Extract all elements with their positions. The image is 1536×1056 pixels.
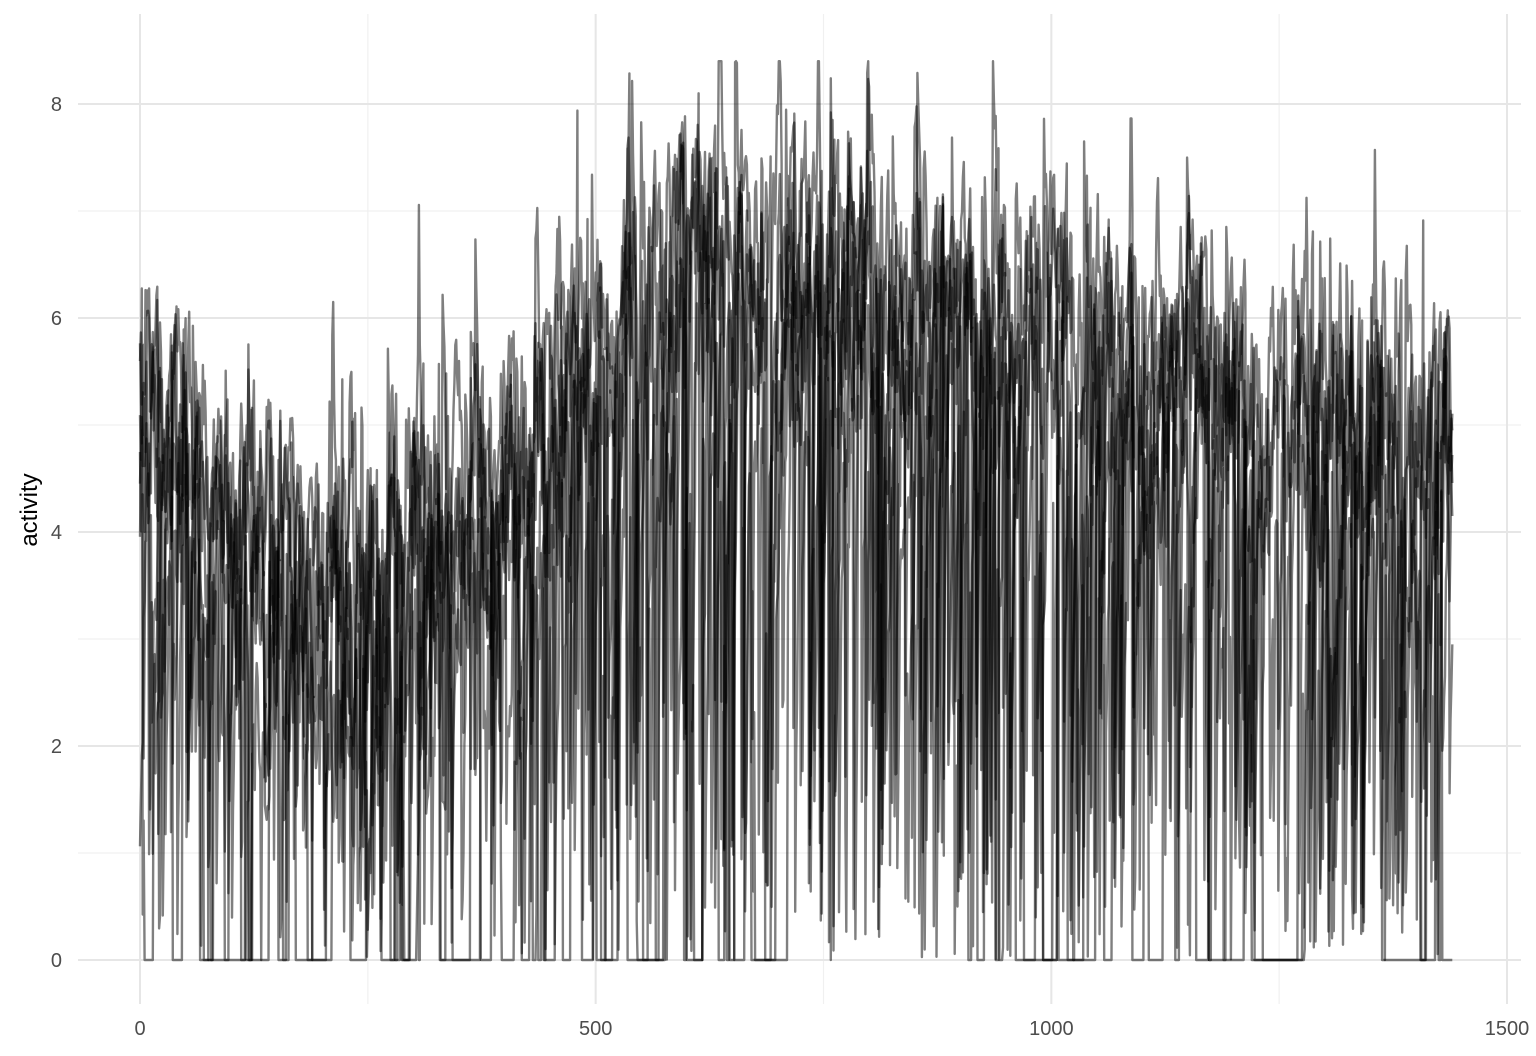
- y-tick-label: 0: [51, 950, 62, 972]
- x-tick-label: 500: [579, 1018, 612, 1040]
- x-axis-tick-labels: 0 500 1000 1500: [134, 1018, 1529, 1040]
- x-tick-label: 1500: [1485, 1018, 1530, 1040]
- x-tick-label: 0: [134, 1018, 145, 1040]
- y-tick-label: 8: [51, 94, 62, 116]
- y-axis-title: activity: [16, 473, 43, 546]
- y-tick-label: 4: [51, 522, 62, 544]
- x-tick-label: 1000: [1029, 1018, 1074, 1040]
- y-axis-tick-labels: 0 2 4 6 8: [51, 94, 62, 972]
- series-line: [138, 72, 1454, 962]
- y-tick-label: 2: [51, 736, 62, 758]
- series-layer: [138, 60, 1454, 962]
- y-tick-label: 6: [51, 308, 62, 330]
